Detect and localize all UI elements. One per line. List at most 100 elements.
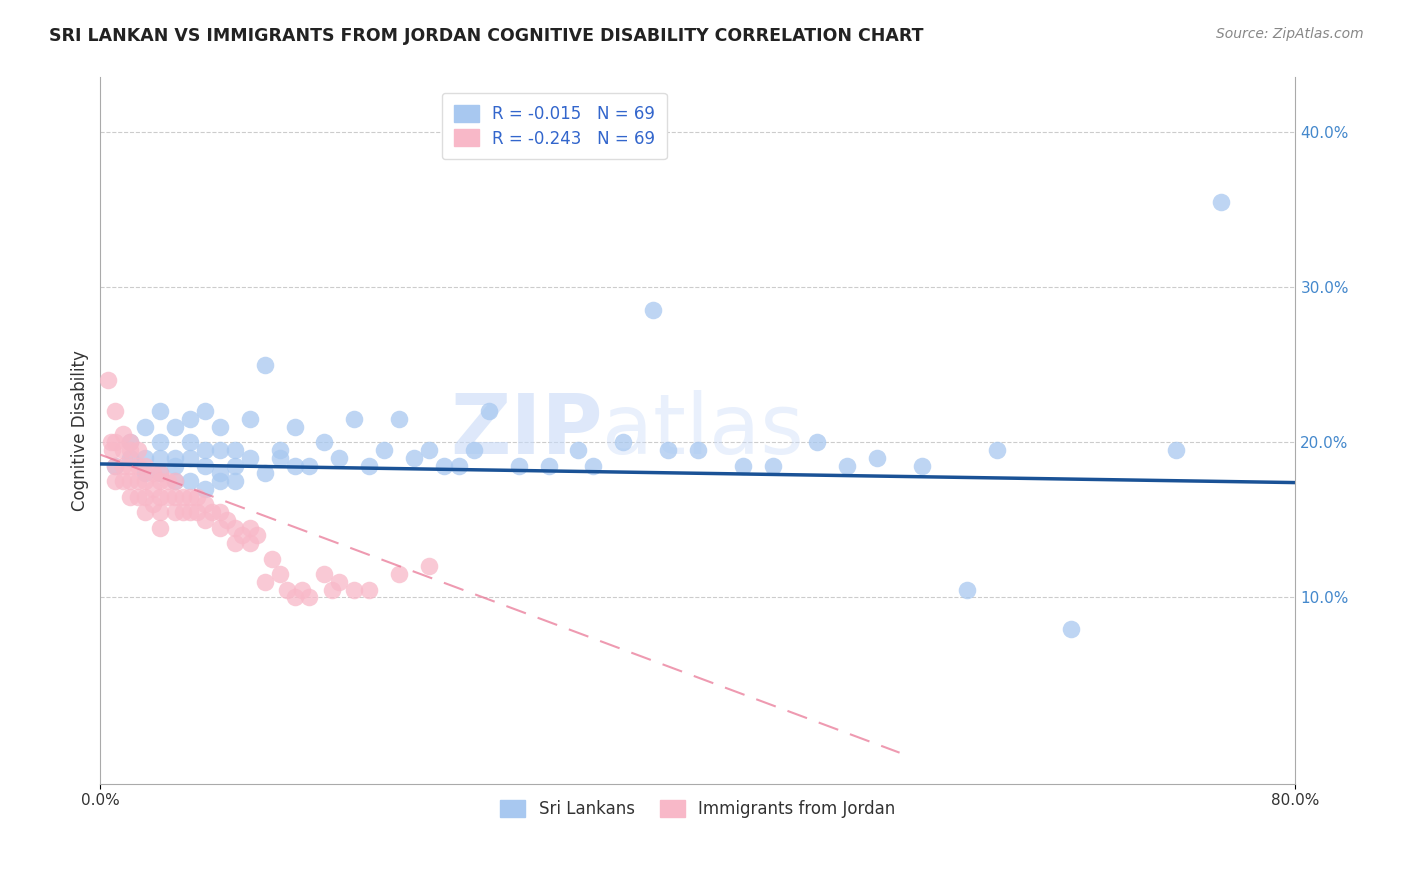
Point [179, 474, 201, 488]
Point [1060, 622, 1083, 636]
Point [231, 528, 253, 542]
Point [478, 404, 501, 418]
Point [537, 458, 560, 473]
Point [269, 567, 291, 582]
Point [179, 450, 201, 465]
Point [567, 442, 589, 457]
Point [208, 442, 231, 457]
Point [186, 490, 208, 504]
Point [262, 551, 284, 566]
Point [1209, 194, 1232, 209]
Point [134, 458, 156, 473]
Point [104, 458, 127, 473]
Point [433, 458, 456, 473]
Point [388, 412, 411, 426]
Point [686, 442, 709, 457]
Point [239, 412, 262, 426]
Point [149, 467, 172, 481]
Point [201, 505, 224, 519]
Point [120, 458, 142, 473]
Point [217, 513, 239, 527]
Point [283, 419, 305, 434]
Point [127, 474, 149, 488]
Point [253, 574, 276, 589]
Point [314, 435, 336, 450]
Point [120, 435, 142, 450]
Point [224, 520, 246, 534]
Point [208, 467, 231, 481]
Point [388, 567, 411, 582]
Point [149, 450, 172, 465]
Point [194, 482, 217, 496]
Point [156, 490, 179, 504]
Point [149, 404, 172, 418]
Point [837, 458, 859, 473]
Point [194, 513, 217, 527]
Point [314, 567, 336, 582]
Point [806, 435, 828, 450]
Point [142, 467, 165, 481]
Point [111, 442, 134, 457]
Point [134, 419, 156, 434]
Point [224, 474, 246, 488]
Point [291, 582, 314, 597]
Point [224, 442, 246, 457]
Point [276, 582, 298, 597]
Point [186, 505, 208, 519]
Point [127, 458, 149, 473]
Point [163, 474, 186, 488]
Point [418, 442, 440, 457]
Point [1164, 442, 1187, 457]
Point [321, 582, 343, 597]
Point [239, 450, 262, 465]
Point [253, 467, 276, 481]
Point [179, 435, 201, 450]
Point [163, 450, 186, 465]
Point [134, 505, 156, 519]
Point [986, 442, 1008, 457]
Point [149, 520, 172, 534]
Y-axis label: Cognitive Disability: Cognitive Disability [72, 351, 89, 511]
Point [142, 482, 165, 496]
Point [463, 442, 485, 457]
Point [283, 458, 305, 473]
Point [134, 450, 156, 465]
Point [127, 490, 149, 504]
Point [208, 419, 231, 434]
Point [328, 450, 350, 465]
Point [134, 490, 156, 504]
Point [104, 458, 127, 473]
Point [298, 458, 321, 473]
Point [101, 442, 124, 457]
Point [149, 490, 172, 504]
Point [149, 474, 172, 488]
Point [343, 412, 366, 426]
Point [111, 474, 134, 488]
Point [134, 474, 156, 488]
Point [120, 474, 142, 488]
Point [643, 303, 665, 318]
Text: Source: ZipAtlas.com: Source: ZipAtlas.com [1216, 27, 1364, 41]
Point [208, 505, 231, 519]
Point [120, 490, 142, 504]
Point [269, 450, 291, 465]
Point [163, 490, 186, 504]
Point [134, 467, 156, 481]
Point [179, 412, 201, 426]
Point [127, 442, 149, 457]
Point [194, 442, 217, 457]
Point [142, 497, 165, 511]
Legend: Sri Lankans, Immigrants from Jordan: Sri Lankans, Immigrants from Jordan [494, 793, 903, 825]
Point [224, 536, 246, 550]
Point [508, 458, 530, 473]
Point [246, 528, 269, 542]
Text: atlas: atlas [602, 390, 804, 471]
Point [149, 505, 172, 519]
Point [97, 373, 120, 387]
Point [120, 442, 142, 457]
Point [194, 497, 217, 511]
Point [208, 474, 231, 488]
Point [111, 427, 134, 442]
Point [208, 520, 231, 534]
Point [402, 450, 425, 465]
